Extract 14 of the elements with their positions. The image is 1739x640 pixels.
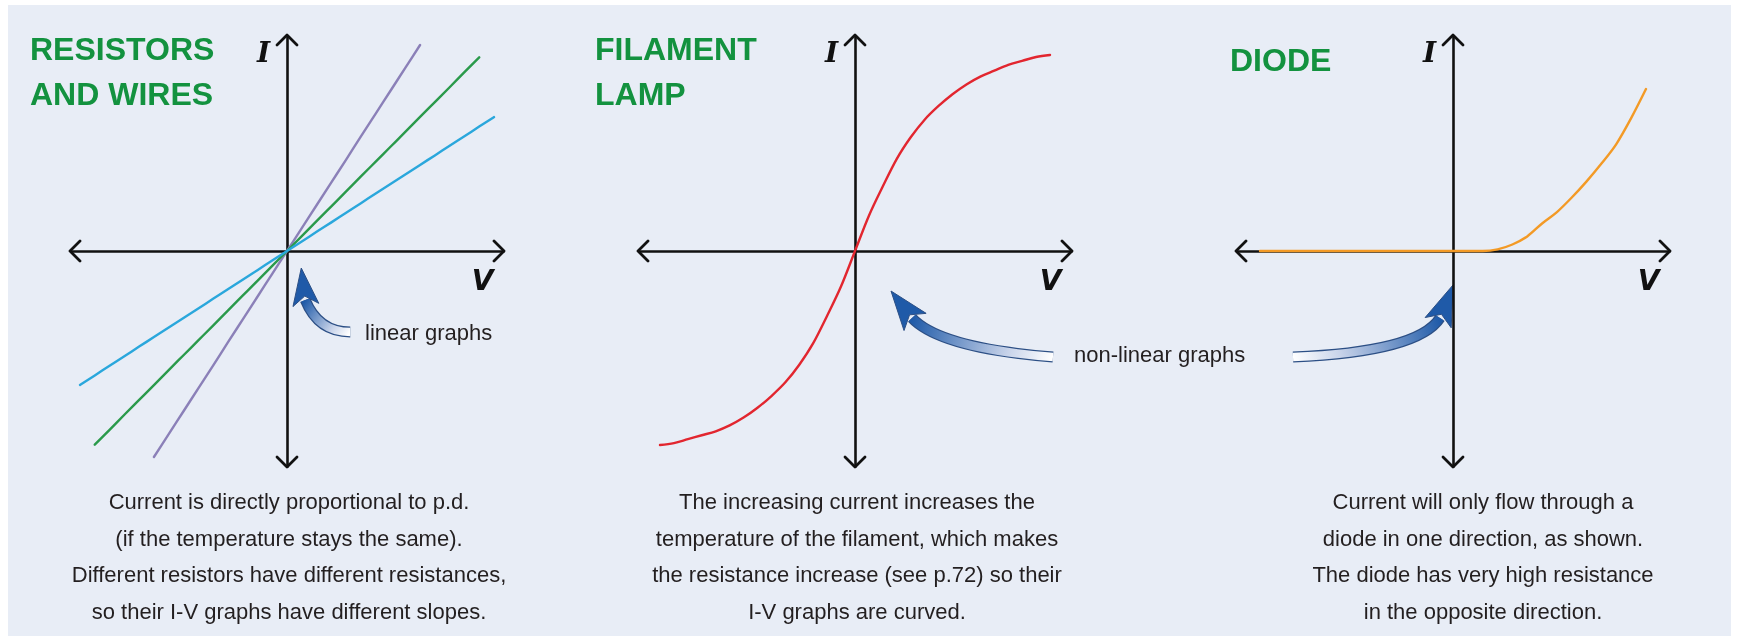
chart-title: DIODE (1230, 42, 1332, 78)
x-axis-title: V (1637, 263, 1662, 297)
x-axis-title: V (1039, 263, 1064, 297)
y-axis-title: I (823, 35, 839, 69)
text: Current will only flow through a diode in one direction, as shown. The diode has very high resistance in the opposite direction. (1311, 488, 1655, 627)
annotation: linear graphs (365, 320, 493, 346)
text: non-linear graphs (1074, 342, 1246, 368)
x-axis-title: V (471, 263, 496, 297)
y-axis-title: I (1421, 35, 1437, 69)
chart-title: RESISTORS AND WIRES (30, 30, 216, 114)
text: The increasing current increases the temperature of the filament, which makes the resistance increase (see p.72) so their I-V graphs are curved. (651, 488, 1063, 627)
text: Current is directly proportional to p.d. (if the temperature stays the same). Different resistors have different resistances, so their I-V graphs have different slopes. (70, 488, 508, 627)
y-axis-title: I (255, 35, 271, 69)
chart-title: FILAMENT LAMP (595, 30, 758, 114)
